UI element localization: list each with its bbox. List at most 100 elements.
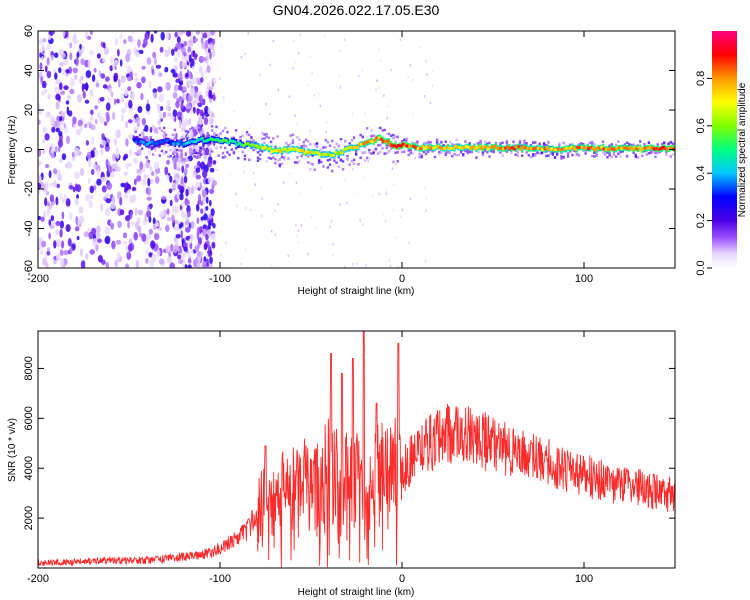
- ridge-halo: [296, 136, 299, 139]
- ridge-halo: [438, 150, 441, 154]
- noise-blob: [76, 235, 80, 241]
- noise-blob: [96, 225, 101, 234]
- noise-blob: [105, 76, 110, 82]
- noise-blob: [204, 39, 209, 49]
- noise-blob: [212, 222, 216, 229]
- noise-blob: [155, 64, 162, 69]
- ridge-halo: [263, 137, 266, 140]
- noise-blob: [41, 80, 47, 89]
- ridge-halo: [309, 167, 312, 171]
- ridge-halo: [182, 158, 185, 161]
- noise-blob: [148, 252, 153, 258]
- noise-blob: [126, 251, 132, 260]
- noise-blob: [145, 249, 150, 255]
- noise-blob: [42, 138, 46, 144]
- noise-speckle: [277, 159, 279, 162]
- noise-blob: [69, 246, 73, 254]
- noise-blob: [167, 112, 172, 117]
- ridge-halo: [230, 135, 233, 139]
- noise-blob: [44, 251, 48, 260]
- ridge-halo: [341, 160, 345, 163]
- ridge-halo: [156, 131, 159, 134]
- noise-blob: [150, 33, 154, 43]
- noise-blob: [195, 31, 201, 35]
- ridge-halo: [184, 153, 188, 156]
- ridge-halo: [348, 142, 351, 145]
- ridge-halo: [254, 148, 257, 151]
- noise-blob: [45, 164, 50, 169]
- ridge-halo: [243, 157, 247, 161]
- noise-blob: [184, 166, 188, 175]
- noise-blob: [55, 101, 60, 110]
- noise-blob: [156, 249, 161, 258]
- ridge-halo: [427, 141, 430, 144]
- noise-blob: [85, 140, 89, 146]
- noise-blob: [173, 84, 179, 92]
- noise-blob: [204, 69, 208, 75]
- noise-speckle: [265, 103, 267, 106]
- noise-blob: [153, 161, 160, 170]
- noise-blob: [40, 76, 44, 84]
- ridge-halo: [547, 141, 550, 144]
- noise-blob: [82, 90, 86, 99]
- ridge-halo: [169, 148, 172, 152]
- ridge-halo: [355, 152, 358, 155]
- noise-blob: [112, 111, 116, 121]
- noise-blob: [149, 80, 152, 90]
- ridge-halo: [141, 147, 144, 150]
- noise-speckle: [235, 192, 237, 196]
- noise-speckle: [311, 72, 313, 75]
- noise-blob: [75, 215, 79, 225]
- noise-blob: [180, 208, 184, 216]
- noise-blob: [38, 119, 41, 125]
- noise-speckle: [309, 130, 312, 133]
- snr-x-axis-title: Height of straight line (km): [298, 587, 415, 598]
- noise-blob: [187, 258, 192, 264]
- ridge-halo: [601, 140, 605, 144]
- ridge-halo: [171, 133, 174, 137]
- noise-blob: [100, 176, 107, 182]
- noise-speckle: [233, 109, 235, 113]
- ridge-halo: [189, 147, 192, 151]
- noise-blob: [171, 214, 175, 224]
- ridge-halo: [165, 133, 168, 137]
- noise-blob: [41, 240, 47, 248]
- ridge-halo: [398, 147, 402, 150]
- noise-blob: [209, 167, 215, 173]
- noise-blob: [188, 110, 194, 115]
- ridge-halo: [545, 154, 548, 158]
- noise-blob: [58, 131, 63, 137]
- noise-blob: [93, 163, 97, 170]
- ridge-halo: [265, 135, 268, 138]
- noise-blob: [40, 216, 45, 222]
- ridge-halo: [285, 151, 288, 154]
- noise-blob: [127, 119, 133, 124]
- ridge-halo: [331, 139, 334, 143]
- noise-blob: [208, 244, 211, 253]
- noise-blob: [105, 261, 110, 268]
- ridge-halo: [566, 155, 570, 158]
- ridge-halo: [237, 156, 240, 160]
- noise-blob: [99, 116, 105, 124]
- ridge-halo: [619, 155, 622, 158]
- ridge-halo: [215, 125, 218, 129]
- noise-blob: [172, 72, 178, 78]
- noise-blob: [79, 248, 83, 257]
- noise-blob: [143, 37, 148, 47]
- noise-speckle: [249, 126, 252, 129]
- ridge-halo: [547, 154, 550, 157]
- noise-blob: [178, 96, 184, 102]
- noise-blob: [100, 147, 104, 156]
- noise-blob: [90, 227, 97, 236]
- ridge-halo: [269, 140, 273, 144]
- noise-blob: [69, 52, 73, 61]
- noise-blob: [131, 221, 135, 227]
- ridge-halo: [136, 150, 139, 153]
- noise-blob: [154, 172, 158, 178]
- noise-blob: [141, 179, 147, 186]
- ridge-halo: [510, 151, 513, 155]
- noise-blob: [90, 169, 95, 175]
- noise-blob: [96, 178, 102, 186]
- noise-blob: [164, 166, 169, 176]
